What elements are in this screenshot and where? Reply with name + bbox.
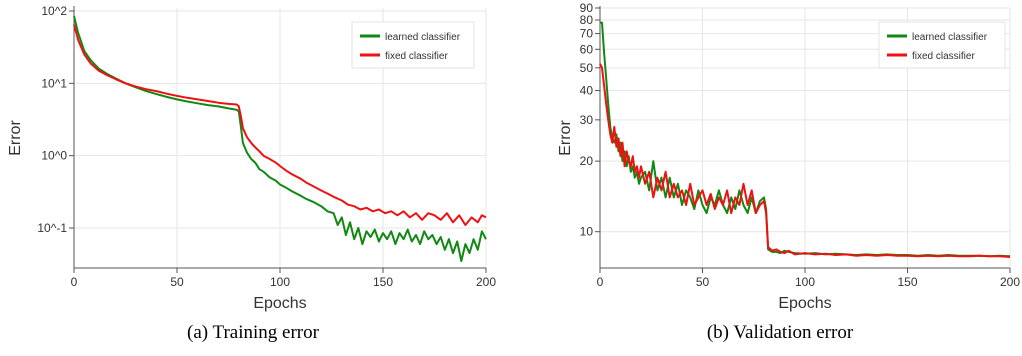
series-line [73, 24, 487, 226]
grid [73, 8, 487, 268]
legend-box [878, 21, 1006, 69]
legend-label: learned classifier [912, 32, 988, 43]
y-tick-label: 70 [580, 27, 594, 41]
legend-label: fixed classifier [385, 51, 448, 62]
x-axis-label: Epochs [253, 295, 306, 312]
y-tick-label: 20 [580, 154, 594, 168]
training-error-chart: 0 50 100 150 200 10^-1 10^0 10^1 10^2 Epochs Error… [7, 4, 496, 312]
y-tick-label: 50 [580, 61, 594, 75]
x-tick-label: 50 [170, 275, 184, 289]
y-tick-label: 10^2 [41, 4, 67, 18]
y-tick-label: 10^1 [41, 76, 67, 90]
x-tick-label: 150 [897, 275, 917, 289]
y-axis-label: Error [557, 120, 574, 156]
x-tick-label: 100 [270, 275, 290, 289]
x-tick-label: 100 [795, 275, 815, 289]
legend: learned classifier fixed classifier [878, 21, 1006, 69]
y-tick-label: 10^0 [41, 149, 67, 163]
legend-box [351, 21, 475, 69]
y-tick-label: 10 [580, 225, 594, 239]
legend-label: fixed classifier [912, 51, 975, 62]
x-tick-label: 200 [1000, 275, 1020, 289]
series-line [599, 63, 1011, 258]
y-tick-label: 90 [580, 1, 594, 15]
series-line [73, 15, 487, 262]
y-tick-label: 80 [580, 13, 594, 27]
y-axis-label: Error [7, 120, 24, 156]
legend: learned classifier fixed classifier [351, 21, 475, 69]
x-tick-label: 200 [476, 275, 496, 289]
x-tick-label: 150 [373, 275, 393, 289]
x-tick-label: 0 [71, 275, 78, 289]
y-tick-label: 10^-1 [37, 221, 67, 235]
legend-label: learned classifier [385, 32, 461, 43]
x-tick-label: 0 [597, 275, 604, 289]
y-tick-label: 40 [580, 84, 594, 98]
caption-validation: (b) Validation error [706, 322, 854, 343]
caption-training: (a) Training error [187, 322, 319, 343]
x-axis-label: Epochs [778, 295, 831, 312]
y-tick-label: 60 [580, 42, 594, 56]
y-tick-label: 30 [580, 113, 594, 127]
x-tick-label: 50 [696, 275, 710, 289]
